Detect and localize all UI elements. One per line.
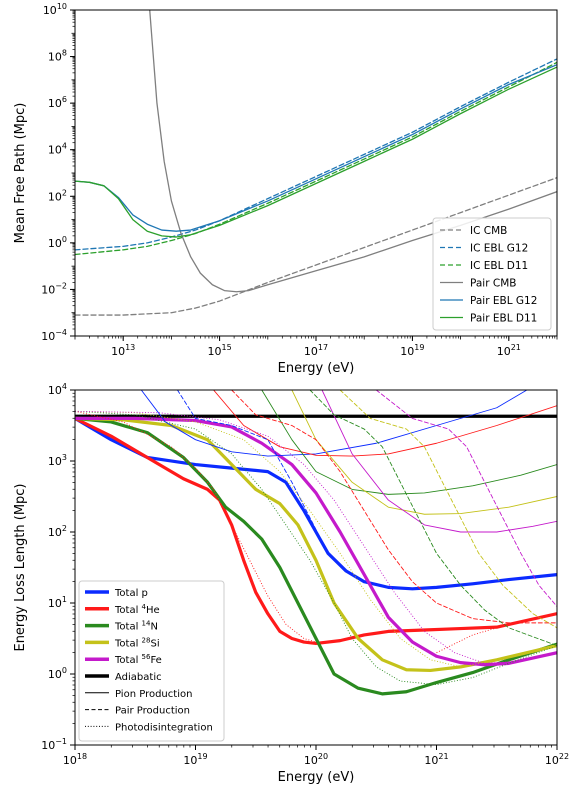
legend-label: Total 4He: [114, 603, 160, 616]
y-tick-label: 101: [48, 595, 67, 610]
legend-label: Total 14N: [114, 620, 158, 633]
series-line-total-si: [75, 416, 557, 673]
legend-label: Total 56Fe: [114, 653, 162, 666]
series-line-total-n: [75, 416, 557, 696]
x-tick-label: 1017: [304, 343, 328, 358]
legend-label: IC CMB: [470, 225, 507, 237]
x-tick-label: 1022: [545, 752, 569, 767]
y-tick-label: 10−4: [41, 328, 67, 343]
y-tick-label: 100: [48, 666, 67, 681]
y-tick-label: 10−2: [41, 281, 67, 296]
series-line-pion-n: [261, 390, 557, 495]
mean-free-path-chart: 1013 1015 1017 1019 1021 10−4 10−2 100 102 104 106…: [13, 2, 558, 376]
plot-frame: [74, 389, 558, 746]
series-line-pair-n: [309, 390, 557, 647]
x-tick-label: 1019: [183, 752, 207, 767]
y-tick-label: 106: [48, 95, 67, 110]
legend: Total p Total 4He Total 14N Total 28Si Total…: [78, 580, 225, 742]
series-line-pion-fe: [321, 390, 557, 533]
y-tick-label: 103: [48, 453, 67, 468]
series-line-ic-ebl-g12: [75, 58, 557, 251]
series-line-ic-cmb: [75, 177, 557, 316]
series-line-pion-p: [140, 390, 528, 457]
x-tick-label: 1015: [208, 343, 232, 358]
series-line-photo-si: [75, 410, 557, 668]
series-line-pair-si: [339, 390, 557, 629]
legend-box: [432, 217, 552, 331]
legend-label: IC EBL D11: [470, 260, 528, 272]
series-line-pair-he: [231, 390, 557, 624]
x-tick-label: 1020: [304, 752, 328, 767]
legend-label: Pair Production: [115, 706, 190, 717]
y-axis-label: Energy Loss Length (Mpc): [13, 483, 28, 651]
y-tick-label: 10−1: [41, 737, 67, 752]
legend-label: IC EBL G12: [470, 243, 528, 255]
series-line-total-fe: [75, 416, 557, 667]
x-tick-label: 1018: [63, 752, 87, 767]
legend-label: Adiabatic: [115, 672, 162, 683]
series-line-pion-si: [291, 390, 557, 515]
series-line-photo-p-rise: [436, 613, 557, 654]
series-line-pair-cmb: [149, 10, 557, 293]
legend: IC CMB IC EBL G12 IC EBL D11 Pair CMB Pair E…: [432, 217, 552, 331]
plot-frame: [74, 9, 558, 337]
legend-label: Total p: [114, 588, 148, 599]
energy-loss-length-chart: 1018 1019 1020 1021 1022 10−1 100 101 102 103 104 E…: [13, 382, 569, 785]
y-tick-label: 1010: [43, 2, 67, 17]
legend-label: Total 28Si: [114, 636, 160, 649]
series-line-pair-fe: [375, 390, 557, 607]
y-tick-label: 102: [48, 188, 67, 203]
series-group: [75, 10, 557, 316]
x-tick-label: 1013: [111, 343, 135, 358]
y-tick-label: 100: [48, 235, 67, 250]
series-line-ic-ebl-d11: [75, 61, 557, 256]
y-tick-label: 108: [48, 49, 67, 64]
legend-label: Pion Production: [115, 689, 192, 700]
legend-label: Pair CMB: [470, 278, 516, 290]
y-tick-label: 104: [48, 142, 67, 157]
series-line-pair-ebl-g12: [75, 64, 557, 232]
y-tick-label: 104: [48, 382, 67, 397]
y-axis-label: Mean Free Path (Mpc): [13, 103, 28, 244]
legend-label: Photodisintegration: [115, 722, 213, 733]
series-line-total-he: [75, 416, 557, 646]
series-group: [75, 390, 557, 696]
x-tick-label: 1021: [424, 752, 448, 767]
x-axis-label: Energy (eV): [278, 770, 355, 785]
series-line-pair-ebl-d11: [75, 66, 557, 238]
x-tick-label: 1021: [497, 343, 521, 358]
legend-box: [78, 580, 225, 742]
x-axis-label: Energy (eV): [278, 361, 355, 376]
series-line-pion-he: [213, 390, 557, 457]
legend-label: Pair EBL G12: [470, 295, 537, 307]
series-line-photo-n: [75, 410, 557, 686]
legend-label: Pair EBL D11: [470, 313, 537, 325]
series-line-pair-p: [176, 390, 365, 583]
x-tick-label: 1019: [400, 343, 424, 358]
y-tick-label: 102: [48, 524, 67, 539]
